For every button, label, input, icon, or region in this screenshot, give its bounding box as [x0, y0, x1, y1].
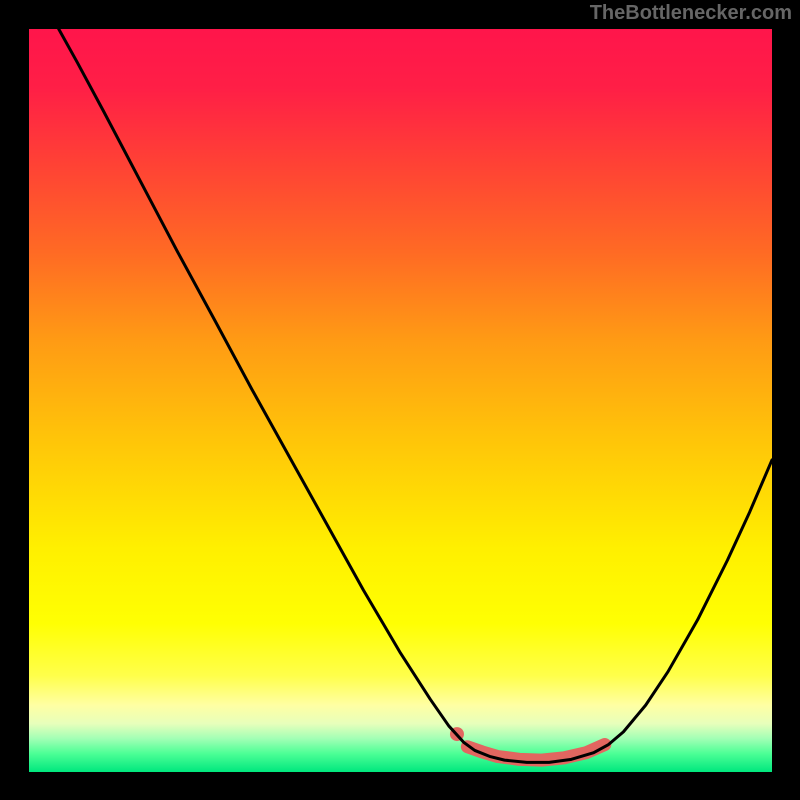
plot-svg — [29, 29, 772, 772]
chart-container: TheBottlenecker.com — [0, 0, 800, 800]
plot-area — [29, 29, 772, 772]
gradient-background — [29, 29, 772, 772]
attribution-label: TheBottlenecker.com — [590, 2, 792, 25]
